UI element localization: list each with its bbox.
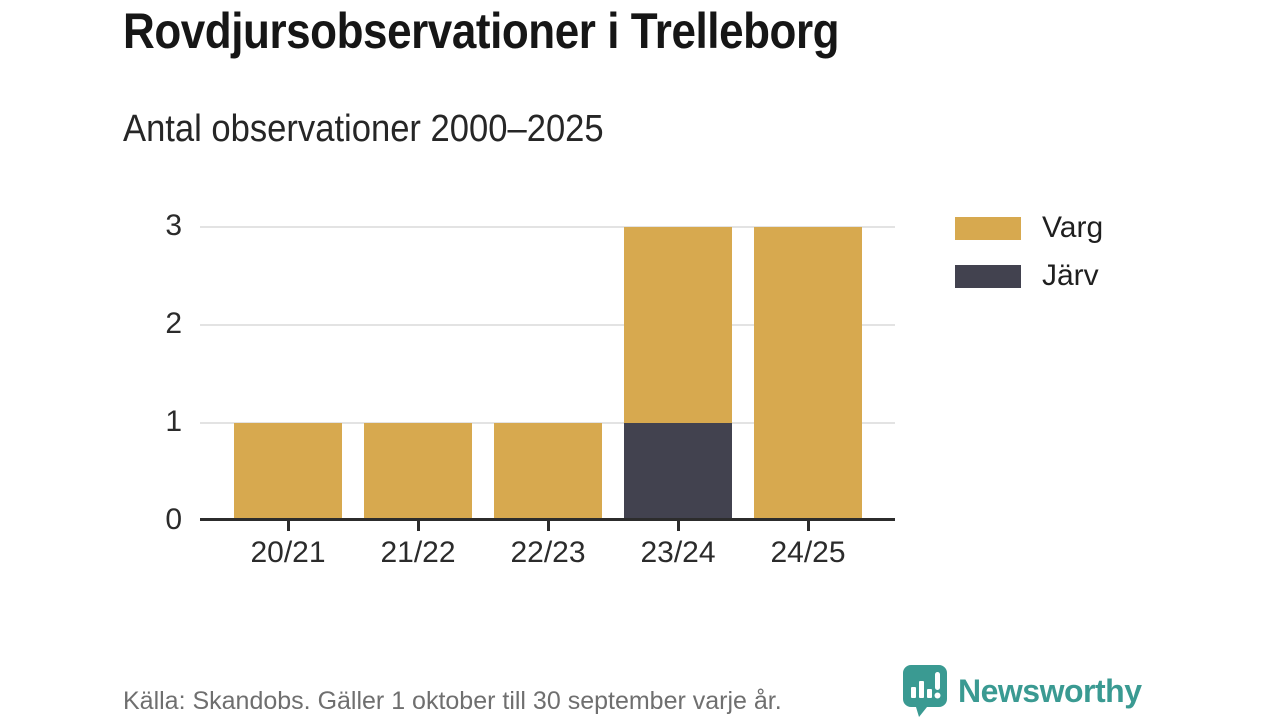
y-label-1: 1 xyxy=(165,405,182,438)
page-title: Rovdjursobservationer i Trelleborg xyxy=(123,3,840,59)
y-label-2: 2 xyxy=(165,307,182,340)
gridline-y2 xyxy=(200,324,895,326)
newsworthy-speech-bubble-icon xyxy=(903,665,947,717)
bar-21/22 xyxy=(364,227,472,521)
bar-segment-varg-21/22 xyxy=(364,423,472,521)
chart-subtitle: Antal observationer 2000–2025 xyxy=(123,108,604,150)
legend: Varg Järv xyxy=(955,211,1103,307)
x-label-23/24: 23/24 xyxy=(640,536,716,569)
x-label-22/23: 22/23 xyxy=(510,536,586,569)
y-label-0: 0 xyxy=(165,503,182,536)
x-label-21/22: 21/22 xyxy=(380,536,456,569)
x-label-20/21: 20/21 xyxy=(250,536,326,569)
source-note: Källa: Skandobs. Gäller 1 oktober till 3… xyxy=(123,687,782,715)
bar-segment-varg-22/23 xyxy=(494,423,602,521)
bar-23/24 xyxy=(624,227,732,521)
bar-segment-varg-23/24 xyxy=(624,227,732,423)
plot-area xyxy=(200,226,895,531)
x-label-24/25: 24/25 xyxy=(770,536,846,569)
brand-name: Newsworthy xyxy=(958,672,1142,709)
bar-22/23 xyxy=(494,227,602,521)
x-tick-22/23 xyxy=(546,521,550,531)
bar-segment-varg-20/21 xyxy=(234,423,342,521)
bar-20/21 xyxy=(234,227,342,521)
x-tick-21/22 xyxy=(416,521,420,531)
gridline-y3 xyxy=(200,226,895,228)
x-tick-23/24 xyxy=(676,521,680,531)
bar-segment-varg-24/25 xyxy=(754,227,862,521)
y-label-3: 3 xyxy=(165,209,182,242)
legend-item-jarv: Järv xyxy=(955,259,1103,293)
x-tick-24/25 xyxy=(806,521,810,531)
legend-label-varg: Varg xyxy=(1042,211,1104,244)
legend-swatch-jarv xyxy=(955,264,1021,288)
bar-24/25 xyxy=(754,227,862,521)
brand-logo: Newsworthy xyxy=(902,664,1142,718)
legend-label-jarv: Järv xyxy=(1042,259,1099,292)
x-tick-20/21 xyxy=(286,521,290,531)
legend-swatch-varg xyxy=(955,216,1021,240)
bar-segment-järv-23/24 xyxy=(624,423,732,521)
x-axis-line xyxy=(200,518,895,521)
legend-item-varg: Varg xyxy=(955,211,1103,245)
